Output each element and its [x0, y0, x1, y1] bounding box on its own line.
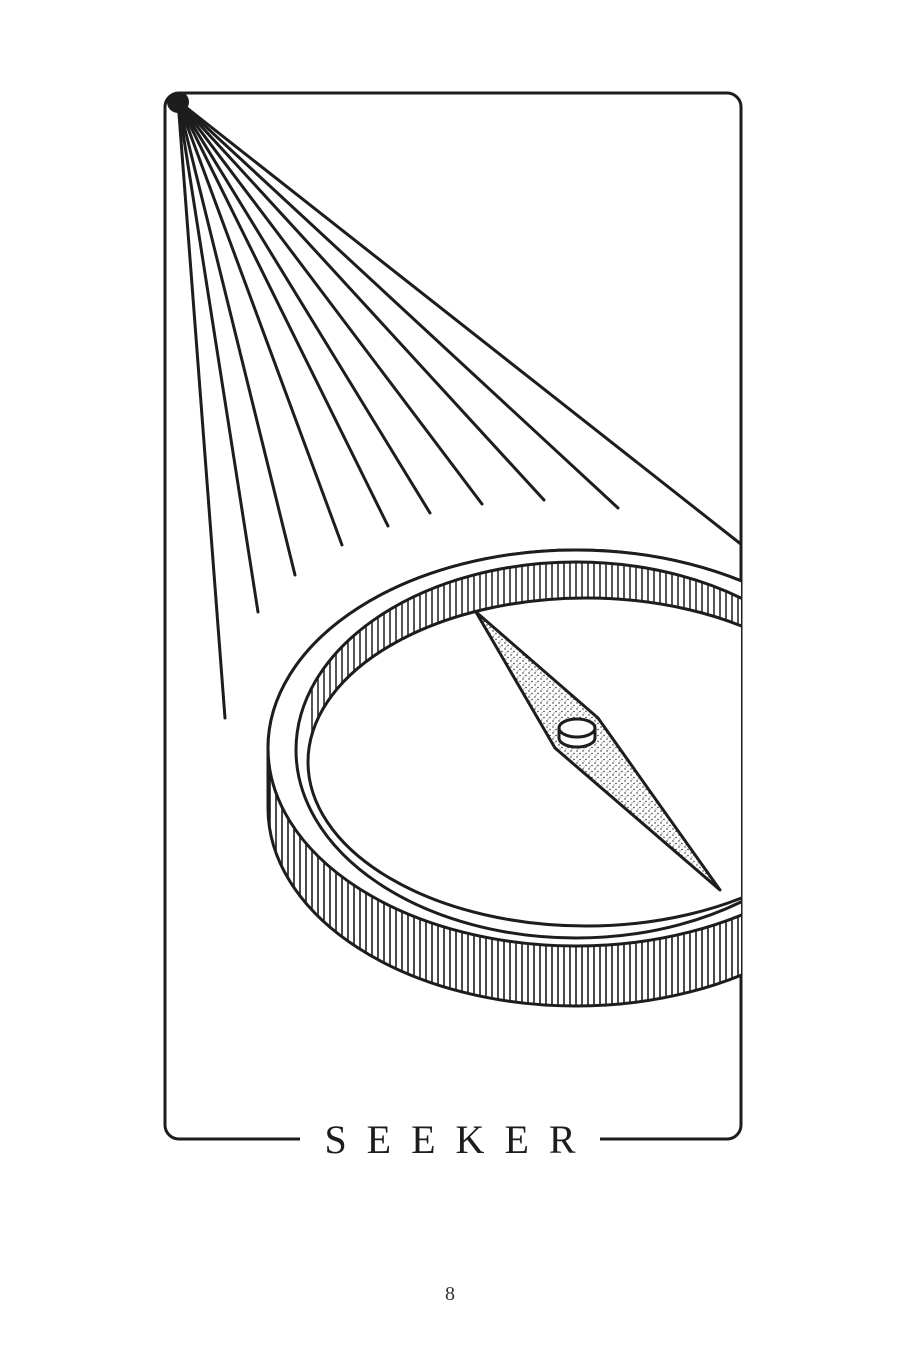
sun-rays-icon	[167, 93, 741, 720]
card-title: SEEKER	[300, 1114, 600, 1166]
page-number: 8	[445, 1283, 455, 1305]
compass-icon	[266, 548, 741, 1008]
compass-needle	[474, 610, 722, 892]
